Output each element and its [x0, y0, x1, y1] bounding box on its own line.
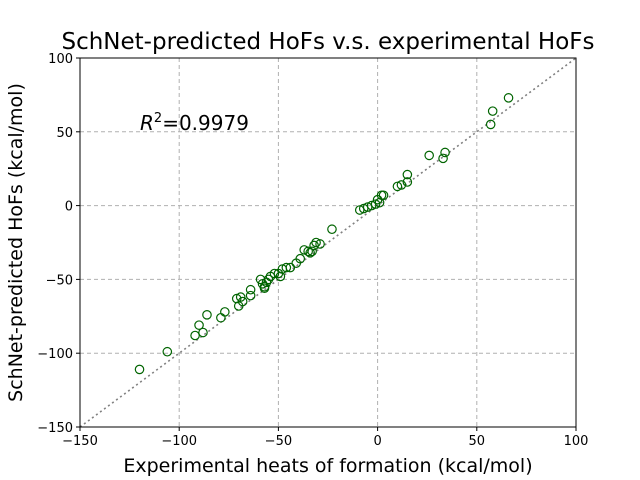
- x-tick-label: 50: [469, 434, 486, 449]
- x-tick-label: −100: [161, 434, 197, 449]
- data-point: [424, 150, 434, 161]
- data-point: [378, 190, 389, 201]
- data-point: [245, 284, 256, 295]
- data-point: [295, 253, 306, 264]
- identity-line: [79, 57, 577, 428]
- data-point: [134, 364, 145, 375]
- data-point: [245, 290, 256, 301]
- data-point: [315, 239, 325, 249]
- data-point: [370, 199, 381, 209]
- data-point: [440, 147, 450, 158]
- x-tick-label: −150: [62, 434, 98, 449]
- y-tick-label: 50: [56, 126, 73, 141]
- data-point: [275, 271, 286, 282]
- data-point: [220, 307, 230, 317]
- data-point: [374, 197, 385, 208]
- y-tick-label: −100: [37, 347, 73, 362]
- y-tick-label: −50: [46, 273, 73, 288]
- data-point: [396, 180, 407, 190]
- data-point: [392, 181, 403, 192]
- data-point: [438, 153, 448, 164]
- data-point: [309, 240, 319, 251]
- axis-ticks: −150 −100 −50 0 50 100 −150 −100 −50 0 50 100: [37, 52, 588, 449]
- r-squared-value: =0.9979: [162, 111, 249, 135]
- data-point: [303, 246, 313, 257]
- plot-frame: [79, 57, 577, 428]
- reference-line-group: [79, 57, 577, 428]
- data-point: [194, 320, 204, 330]
- y-tick-label: 0: [65, 200, 73, 215]
- y-axis-label: SchNet-predicted HoFs (kcal/mol): [5, 83, 27, 402]
- data-point: [162, 346, 173, 357]
- x-tick-label: 100: [564, 434, 589, 449]
- data-point: [487, 106, 498, 116]
- r-squared-annotation: R2=0.9979: [140, 111, 249, 135]
- r-squared-exponent: 2: [154, 111, 162, 126]
- data-point: [311, 237, 321, 248]
- r-squared-symbol: R: [140, 111, 154, 135]
- data-point: [231, 293, 242, 304]
- data-point: [305, 248, 315, 258]
- data-point: [269, 268, 280, 279]
- data-point: [235, 292, 246, 302]
- chart-title: SchNet-predicted HoFs v.s. experimental …: [61, 29, 594, 55]
- data-point: [485, 119, 496, 130]
- data-point: [307, 246, 317, 257]
- data-point: [402, 177, 413, 187]
- data-point: [202, 310, 212, 320]
- y-tick-label: −150: [37, 421, 73, 436]
- data-point: [263, 274, 274, 285]
- x-tick-label: −50: [265, 434, 292, 449]
- x-axis-label: Experimental heats of formation (kcal/mo…: [123, 455, 532, 477]
- x-tick-label: 0: [373, 434, 381, 449]
- data-point: [281, 262, 292, 273]
- data-point: [198, 327, 208, 338]
- data-points: [134, 93, 514, 375]
- y-tick-label: 100: [48, 52, 73, 67]
- data-point: [503, 93, 514, 103]
- data-point: [237, 296, 248, 307]
- data-point: [327, 224, 337, 235]
- data-point: [259, 283, 270, 294]
- data-point: [402, 169, 413, 180]
